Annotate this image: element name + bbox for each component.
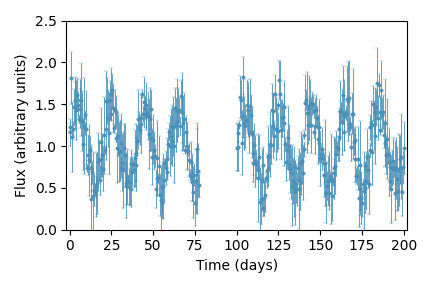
Y-axis label: Flux (arbitrary units): Flux (arbitrary units)	[15, 53, 29, 197]
X-axis label: Time (days): Time (days)	[196, 259, 278, 273]
